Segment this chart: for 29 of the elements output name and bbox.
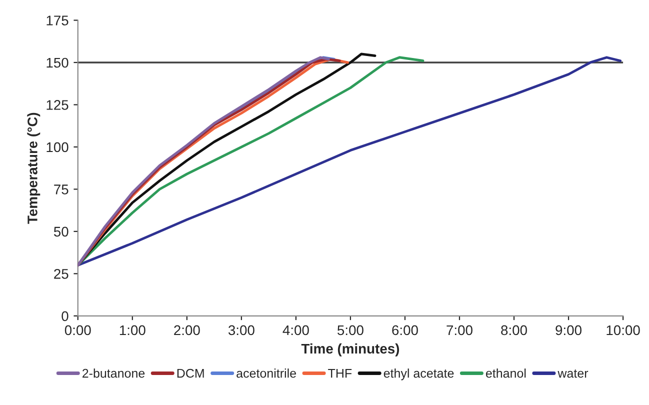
x-tick-label: 0:00 — [64, 325, 91, 336]
y-tick-label: 25 — [54, 269, 68, 279]
x-tick-label: 9:00 — [556, 325, 582, 336]
x-tick-label: 3:00 — [228, 325, 254, 336]
x-tick-label: 7:00 — [446, 325, 472, 336]
legend-label: acetonitrile — [236, 368, 296, 378]
legend-label: DCM — [177, 368, 204, 378]
x-tick-label: 10:00 — [606, 325, 640, 336]
legend-label: ethyl acetate — [384, 368, 454, 380]
y-tick-label: 150 — [46, 58, 68, 68]
x-axis-title: Time (minutes) — [301, 343, 400, 356]
x-tick-label: 4:00 — [282, 325, 309, 336]
x-tick-label: 5:00 — [338, 325, 364, 336]
x-tick-label: 1:00 — [120, 325, 146, 336]
y-tick-label: 0 — [62, 311, 68, 322]
y-tick-label: 175 — [46, 16, 68, 26]
y-tick-label: 125 — [46, 100, 68, 110]
x-tick-label: 8:00 — [501, 325, 527, 336]
x-tick-label: 2:00 — [174, 325, 200, 336]
legend-label: THF — [328, 369, 352, 378]
y-tick-label: 100 — [46, 142, 68, 152]
y-tick-label: 50 — [54, 226, 68, 237]
legend-label: ethanol — [486, 368, 526, 378]
y-tick-label: 75 — [54, 184, 68, 194]
legend-label: water — [558, 370, 588, 378]
line-series — [78, 56, 622, 266]
x-tick-label: 6:00 — [392, 325, 418, 336]
y-axis-title: Temperature (°C) — [27, 112, 40, 224]
legend-label: 2-butanone — [82, 368, 145, 378]
